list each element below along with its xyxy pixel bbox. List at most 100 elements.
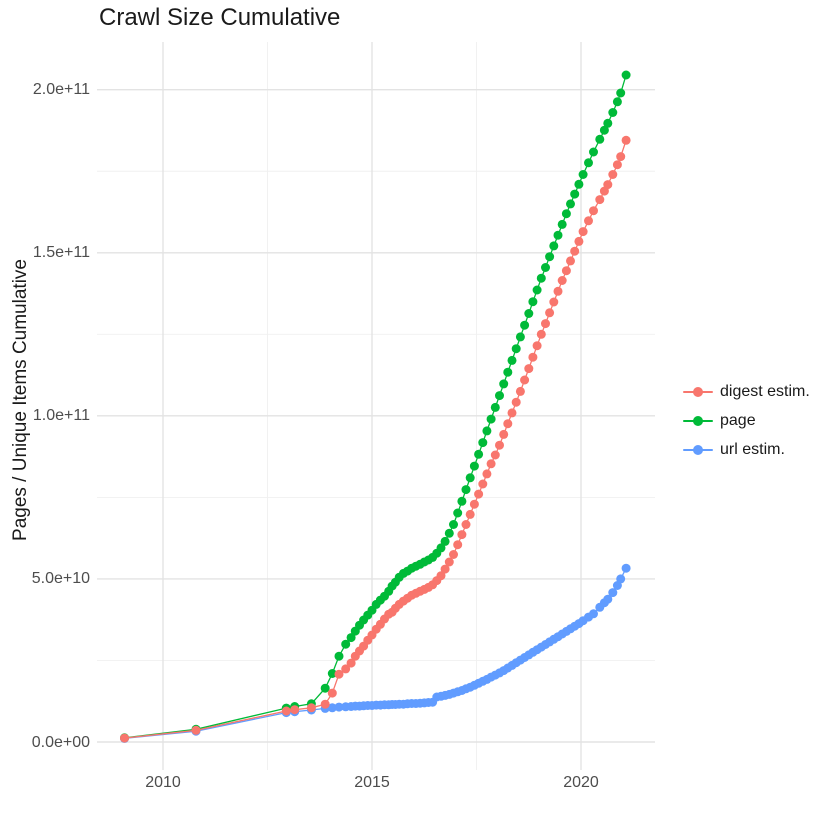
data-point — [499, 429, 509, 439]
legend-label: url estim. — [720, 440, 785, 458]
data-point — [584, 216, 593, 226]
data-point — [528, 297, 538, 307]
data-point — [346, 658, 356, 668]
data-point — [578, 227, 588, 237]
legend-item-url-estim: url estim. — [683, 435, 810, 464]
data-point — [561, 209, 571, 219]
data-point — [570, 246, 580, 256]
data-point — [603, 594, 613, 604]
data-point — [503, 419, 513, 429]
data-point — [507, 408, 517, 418]
data-point — [461, 485, 471, 495]
data-point — [449, 550, 458, 559]
data-point — [520, 375, 530, 385]
data-point — [440, 564, 450, 574]
legend-label: digest estim. — [720, 382, 810, 400]
data-point — [520, 320, 530, 330]
data-point — [281, 706, 291, 716]
data-point — [536, 329, 546, 339]
data-point — [603, 118, 613, 128]
data-point — [541, 263, 550, 272]
data-point — [595, 134, 605, 144]
data-point — [578, 170, 588, 179]
data-point — [584, 158, 593, 168]
data-point — [486, 459, 496, 469]
data-point — [436, 571, 446, 581]
data-point — [507, 355, 517, 365]
data-point — [465, 509, 475, 519]
legend-dot-icon — [693, 415, 703, 426]
data-point — [612, 160, 622, 170]
data-point — [553, 286, 563, 296]
data-point — [478, 438, 488, 448]
data-point — [574, 236, 584, 246]
x-tick-label: 2010 — [145, 774, 181, 791]
data-point — [511, 397, 521, 407]
y-axis-title: Pages / Unique Items Cumulative — [10, 259, 31, 541]
series-line-digest-estim- — [124, 140, 627, 739]
data-point — [589, 206, 598, 216]
data-point — [621, 135, 631, 145]
data-point — [495, 391, 504, 401]
data-point — [346, 633, 356, 643]
legend-key-url — [683, 435, 713, 464]
data-point — [557, 276, 567, 285]
data-point — [545, 252, 555, 262]
legend-dot-icon — [693, 444, 703, 455]
data-point — [621, 70, 631, 80]
data-point — [532, 341, 542, 351]
y-tick-label: 0.0e+00 — [31, 733, 90, 751]
data-point — [490, 450, 500, 460]
data-point — [612, 97, 622, 107]
data-point — [616, 88, 626, 98]
data-point — [503, 367, 513, 377]
data-point — [453, 508, 463, 518]
data-point — [603, 180, 613, 190]
x-tick-label: 2020 — [563, 774, 599, 791]
legend-dot-icon — [693, 386, 703, 397]
legend-item-digest-estim: digest estim. — [683, 377, 810, 406]
y-tick-label: 5.0e+10 — [31, 570, 90, 588]
data-point — [320, 699, 330, 709]
data-point — [524, 364, 534, 374]
data-point — [334, 669, 344, 679]
data-point — [444, 528, 454, 538]
data-point — [449, 520, 458, 529]
data-point — [469, 499, 479, 509]
data-point — [574, 179, 584, 189]
data-point — [595, 195, 605, 205]
data-point — [532, 285, 542, 295]
data-point — [616, 152, 626, 162]
data-point — [461, 520, 471, 529]
data-point — [334, 651, 344, 661]
data-point — [474, 489, 484, 499]
y-tick-label: 1.5e+11 — [32, 244, 90, 262]
data-point — [120, 733, 129, 743]
data-point — [495, 440, 504, 450]
data-point — [549, 297, 559, 307]
data-point — [334, 702, 344, 712]
data-point — [320, 683, 330, 693]
data-point — [541, 319, 550, 329]
data-point — [327, 688, 337, 698]
data-point — [515, 332, 525, 342]
legend-key-page — [683, 406, 713, 435]
data-point — [474, 449, 484, 459]
data-point — [290, 705, 300, 715]
data-point — [608, 170, 618, 179]
data-point — [608, 588, 618, 598]
data-point — [528, 352, 538, 362]
legend-label: page — [720, 411, 756, 429]
data-point — [453, 540, 463, 550]
series-line-url-estim- — [124, 567, 627, 740]
data-point — [561, 266, 571, 276]
data-point — [589, 609, 598, 619]
data-point — [511, 344, 521, 354]
data-point — [490, 402, 500, 412]
data-point — [536, 273, 546, 283]
data-point — [566, 199, 575, 209]
data-point — [524, 309, 534, 318]
data-point — [327, 703, 337, 713]
chart-title: Crawl Size Cumulative — [99, 4, 341, 31]
